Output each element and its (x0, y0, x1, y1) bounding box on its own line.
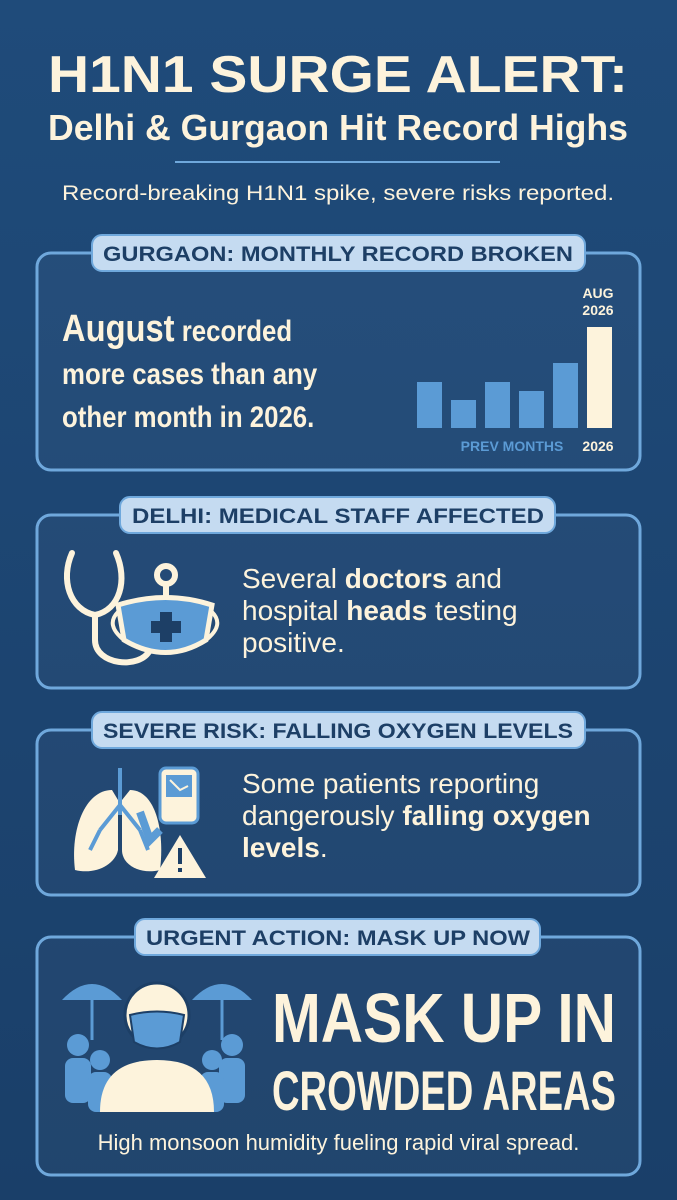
title: H1N1 SURGE ALERT: (48, 46, 628, 104)
record-text: August recorded more cases than any othe… (62, 308, 354, 439)
bar (451, 400, 476, 428)
section-label: DELHI: MEDICAL STAFF AFFECTED (132, 505, 544, 528)
highlight: August (62, 308, 175, 350)
text: Some patients reporting dangerously (242, 768, 540, 831)
text: . (319, 832, 328, 863)
text: Several (242, 563, 337, 594)
footer-text: High monsoon humidity fueling rapid vira… (97, 1130, 580, 1155)
oxygen-text: Some patients reporting dangerously fall… (242, 768, 620, 864)
x-label: PREV MONTHS (461, 438, 564, 454)
headline-line: CROWDED AREAS (272, 1059, 616, 1122)
section-label: GURGAON: MONTHLY RECORD BROKEN (103, 243, 573, 266)
highlight: falling oxygen levels (242, 800, 591, 863)
bar (587, 327, 612, 428)
stethoscope-icon (63, 550, 178, 666)
pill-labels: GURGAON: MONTHLY RECORD BROKEN DELHI: ME… (103, 243, 573, 950)
highlight-label: AUG (582, 285, 613, 301)
highlight: doctors (344, 563, 448, 594)
highlight-label: 2026 (582, 302, 613, 318)
crowd-icon (62, 981, 252, 1112)
headline: MASK UP IN CROWDED AREAS (272, 979, 616, 1122)
pill (91, 234, 586, 272)
headline-line: MASK UP IN (272, 979, 616, 1057)
text: recorded more cases than any other month… (62, 315, 318, 434)
mask-icon (110, 595, 220, 655)
pills (91, 234, 586, 956)
pill (134, 918, 541, 956)
staff-text: Several doctors and hospital heads testi… (242, 563, 577, 659)
pill (119, 496, 556, 534)
bar (553, 363, 578, 428)
highlight: heads (346, 595, 428, 626)
x-highlight: 2026 (582, 438, 613, 454)
mini-chart: AUG 2026 PREV MONTHS 2026 (417, 285, 614, 454)
tagline: Record-breaking H1N1 spike, severe risks… (62, 182, 614, 205)
subtitle: Delhi & Gurgaon Hit Record Highs (48, 107, 628, 148)
bar (519, 391, 544, 428)
text: testing positive. (242, 595, 518, 658)
text: and hospital (242, 563, 502, 626)
section-label: SEVERE RISK: FALLING OXYGEN LEVELS (103, 720, 573, 743)
section-label: URGENT ACTION: MASK UP NOW (146, 927, 530, 950)
bar (417, 382, 442, 428)
lungs-icon (74, 766, 206, 878)
pill (91, 711, 586, 749)
bar (485, 382, 510, 428)
